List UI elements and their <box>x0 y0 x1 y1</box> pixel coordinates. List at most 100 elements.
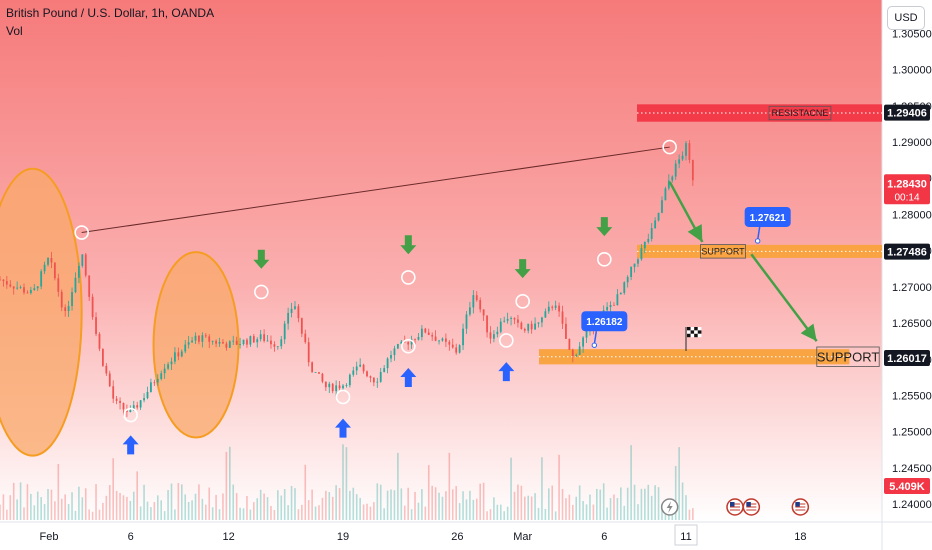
volume-bar <box>328 492 331 520</box>
candle-body <box>650 228 653 239</box>
time-tick-label: 6 <box>128 531 134 543</box>
candle-body <box>160 373 163 379</box>
volume-bar <box>441 496 444 520</box>
candle-body <box>198 335 200 342</box>
volume-bar <box>369 506 372 520</box>
volume-bar <box>115 490 118 520</box>
volume-bar <box>366 503 368 520</box>
candle-body <box>379 372 382 382</box>
volume-bar <box>95 484 97 520</box>
volume-bar <box>523 496 526 520</box>
volume-bar <box>630 445 632 520</box>
candle-body <box>47 257 49 265</box>
candle-body <box>23 287 25 293</box>
volume-bar <box>479 483 481 520</box>
candle-body <box>297 306 300 319</box>
buy-arrow-1 <box>122 435 139 455</box>
touch-circle-10 <box>662 139 677 155</box>
candle-body <box>95 317 97 334</box>
candle-body <box>139 400 142 408</box>
candle-body <box>108 373 111 387</box>
price-callout-1-box <box>744 206 791 227</box>
volume-bar <box>458 503 461 520</box>
volume-bar <box>427 465 430 520</box>
candle-body <box>12 286 15 289</box>
volume-bar <box>397 452 399 520</box>
time-tick-label: 26 <box>451 531 463 543</box>
candle-body <box>448 341 451 345</box>
flag-icon <box>697 333 702 338</box>
flag-icon <box>694 330 698 334</box>
candle-body <box>290 308 293 313</box>
ellipse-zone-2 <box>152 251 240 439</box>
volume-bar <box>311 489 313 520</box>
candle-body <box>441 338 444 341</box>
volume-bar <box>297 509 300 520</box>
candle-body <box>5 281 8 285</box>
candle-body <box>445 338 447 342</box>
touch-circle-7 <box>499 333 514 348</box>
volume-bar <box>527 495 530 520</box>
volume-bar <box>54 501 56 520</box>
price-tick-label: 1.27000 <box>892 282 932 294</box>
candle-body <box>143 398 145 401</box>
sell-arrow-3 <box>514 259 531 279</box>
volume-bar <box>71 492 73 520</box>
volume-bar <box>50 489 53 520</box>
symbol-title: British Pound / U.S. Dollar, 1h, OANDA <box>6 6 215 20</box>
candle-body <box>414 339 416 341</box>
projection-arrowhead-2 <box>800 323 817 342</box>
volume-bar <box>674 465 677 520</box>
volume-bar <box>362 504 365 520</box>
candle-body <box>359 364 362 367</box>
volume-bar <box>496 504 499 520</box>
candle-body <box>122 402 125 410</box>
candle-body <box>565 323 567 339</box>
flag-icon <box>690 330 695 334</box>
volume-bar <box>263 493 265 520</box>
candle-body <box>424 328 427 333</box>
candle-body <box>338 385 341 389</box>
volume-bar <box>331 496 334 520</box>
candle-body <box>43 264 46 272</box>
volume-bar <box>270 505 272 520</box>
resistance-label: RESISTACNE <box>772 108 829 118</box>
volume-bar <box>98 509 101 520</box>
price-callout-1: 1.27621 <box>750 213 787 224</box>
volume-bar <box>60 498 63 520</box>
candle-body <box>136 405 139 408</box>
candle-body <box>187 342 190 345</box>
candle-body <box>67 306 70 311</box>
flag-icon <box>690 333 695 338</box>
volume-label: Vol <box>6 24 23 38</box>
candle-body <box>575 354 578 357</box>
volume-bar <box>431 485 433 520</box>
volume-bar <box>314 506 317 520</box>
candle-body <box>342 385 344 389</box>
volume-bar <box>575 496 578 520</box>
volume-bar <box>499 504 502 520</box>
candle-body <box>259 334 262 340</box>
volume-bar <box>26 484 29 520</box>
candle-body <box>393 348 396 356</box>
candle-body <box>678 159 681 164</box>
candle-body <box>558 305 560 312</box>
candle-body <box>280 339 283 347</box>
time-tick-label: 19 <box>337 531 349 543</box>
candle-body <box>9 284 12 287</box>
lightning-icon <box>666 501 673 513</box>
candle-body <box>352 370 355 375</box>
volume-bar <box>421 489 423 520</box>
currency-button[interactable]: USD <box>887 6 925 30</box>
volume-bar <box>273 509 276 520</box>
volume-bar <box>78 486 80 520</box>
volume-bar <box>609 498 612 520</box>
volume-bar <box>486 511 488 520</box>
volume-bar <box>623 505 626 520</box>
time-tick-label: Mar <box>513 531 532 543</box>
touch-circle-4 <box>335 389 351 405</box>
candle-body <box>685 143 687 156</box>
candle-body <box>71 292 73 307</box>
volume-bar <box>167 490 169 520</box>
